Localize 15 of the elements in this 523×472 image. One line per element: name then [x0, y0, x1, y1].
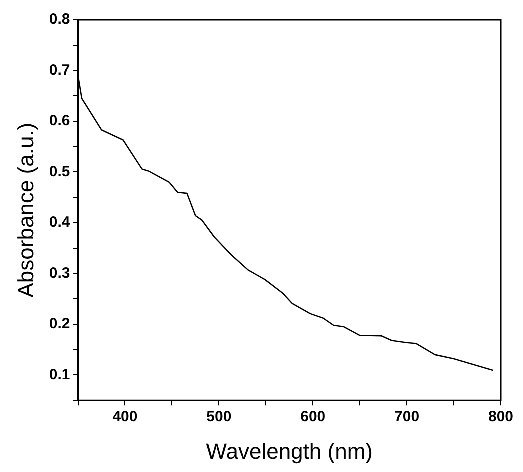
x-tick-label: 800: [488, 408, 514, 426]
y-tick-label: 0.3: [49, 264, 70, 282]
x-axis-title: Wavelength (nm): [206, 438, 373, 464]
y-tick-label: 0.4: [49, 214, 71, 232]
x-tick-label: 500: [206, 408, 232, 426]
y-tick-label: 0.8: [49, 11, 70, 28]
y-tick-label: 0.6: [49, 112, 70, 130]
x-tick-label: 600: [300, 408, 326, 426]
y-tick-label: 0.7: [49, 62, 70, 79]
y-tick-label: 0.1: [49, 366, 70, 384]
x-tick-label: 400: [112, 408, 138, 426]
y-tick-label: 0.5: [49, 163, 70, 180]
y-axis-title: Absorbance (a.u.): [13, 122, 38, 298]
y-tick-label: 0.2: [49, 316, 70, 333]
x-tick-label: 700: [394, 408, 420, 426]
